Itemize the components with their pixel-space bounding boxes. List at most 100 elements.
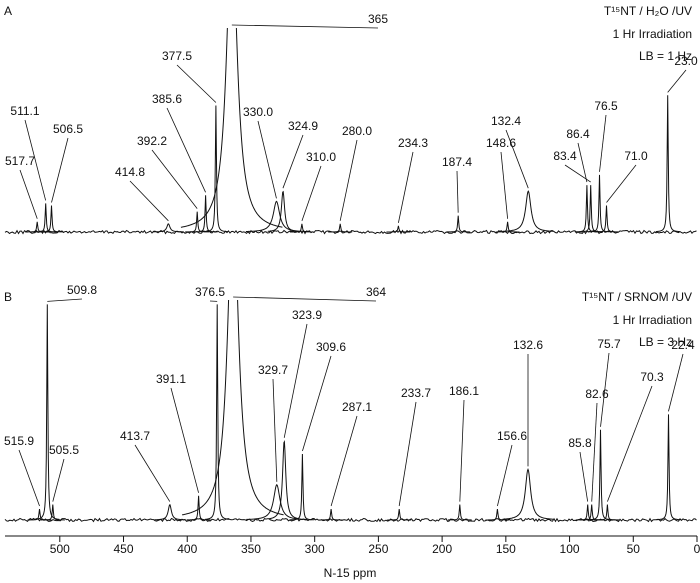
- spectrum-panel: [4, 300, 697, 523]
- peak-label: 414.8: [115, 165, 145, 179]
- leader-line: [257, 120, 277, 199]
- x-axis-label: N-15 ppm: [324, 566, 377, 580]
- leader-line: [134, 444, 171, 502]
- spectrum-panel: [4, 28, 697, 235]
- peak-label: 86.4: [566, 127, 590, 141]
- peak-label: 509.8: [67, 283, 97, 297]
- leader-line: [231, 24, 379, 29]
- leader-line: [24, 119, 47, 201]
- leader-line: [339, 139, 358, 221]
- peak-label: 506.5: [53, 122, 83, 136]
- peak: [495, 221, 520, 233]
- peak-label: 287.1: [342, 400, 372, 414]
- peak: [182, 300, 284, 516]
- peak: [386, 225, 411, 233]
- peak-label: 391.1: [156, 372, 186, 386]
- peak: [290, 453, 315, 521]
- peak-label: 365: [368, 12, 388, 26]
- peak: [387, 508, 412, 521]
- peak-label: 71.0: [624, 149, 648, 163]
- peak: [656, 414, 681, 521]
- x-tick-label: 500: [50, 542, 70, 556]
- peak-label: 517.7: [5, 154, 35, 168]
- peak: [245, 200, 307, 232]
- peak-label: 505.5: [49, 443, 79, 457]
- peak-label: 156.6: [497, 429, 527, 443]
- peak-label: 364: [366, 285, 386, 299]
- peak: [268, 439, 300, 520]
- leader-line: [398, 401, 417, 507]
- peak-label: 70.3: [640, 370, 664, 384]
- leader-line: [505, 129, 529, 189]
- leader-line: [19, 169, 38, 219]
- leader-line: [497, 444, 513, 507]
- leader-line: [129, 180, 169, 222]
- peak: [40, 504, 65, 521]
- x-tick-label: 100: [560, 542, 580, 556]
- leader-line: [459, 399, 465, 502]
- x-tick-label: 450: [114, 542, 134, 556]
- peak-label: 324.9: [288, 119, 318, 133]
- leader-line: [176, 64, 217, 103]
- peak: [205, 304, 230, 520]
- peak: [153, 223, 184, 233]
- peak-label: 330.0: [243, 105, 273, 119]
- leader-line: [283, 323, 308, 438]
- leader-line: [398, 151, 414, 223]
- panel-label: A: [4, 4, 12, 18]
- peak-label: 392.2: [137, 134, 167, 148]
- peak: [502, 468, 553, 520]
- leader-line: [600, 352, 610, 427]
- peak-label: 323.9: [292, 308, 322, 322]
- peak: [33, 203, 58, 233]
- peak: [267, 190, 299, 232]
- leader-line: [456, 170, 459, 213]
- leader-line: [233, 296, 377, 302]
- peak: [154, 504, 186, 521]
- peak: [246, 484, 308, 520]
- peak-label: 75.7: [597, 337, 621, 351]
- leader-line: [166, 107, 206, 193]
- peak-label: 385.6: [152, 92, 182, 106]
- peak: [203, 105, 228, 233]
- peak: [39, 205, 64, 233]
- peak-label: 377.5: [162, 49, 192, 63]
- peak-label: 132.4: [491, 114, 521, 128]
- x-tick-label: 0: [694, 542, 700, 556]
- annotation: T¹⁵NT / SRNOM /UV: [582, 290, 692, 304]
- peak: [579, 504, 604, 521]
- leader-line: [577, 142, 588, 183]
- peak-label: 310.0: [306, 150, 336, 164]
- leader-line: [170, 387, 199, 493]
- x-tick-label: 50: [627, 542, 641, 556]
- leader-line: [301, 165, 322, 221]
- peak-label: 76.5: [594, 99, 618, 113]
- leader-line: [282, 134, 304, 189]
- x-tick-label: 250: [368, 542, 388, 556]
- leader-line: [607, 385, 653, 502]
- peak-label: 82.6: [585, 387, 609, 401]
- panel-label: B: [4, 290, 12, 304]
- leader-line: [564, 164, 591, 183]
- annotation: LB = 1 Hz: [639, 49, 692, 63]
- peak-label: 329.7: [258, 363, 288, 377]
- peak: [447, 504, 472, 521]
- peak-label: 233.7: [401, 386, 431, 400]
- leader-line: [18, 449, 40, 507]
- peak: [180, 28, 283, 228]
- x-tick-label: 400: [177, 542, 197, 556]
- x-tick-label: 150: [496, 542, 516, 556]
- leader-line: [599, 114, 607, 172]
- peak-label: 22.4: [671, 338, 695, 352]
- peak: [595, 504, 620, 521]
- peak: [502, 190, 554, 232]
- peak-label: 186.1: [449, 384, 479, 398]
- peak: [186, 495, 211, 521]
- peak-label: 23.0: [674, 54, 698, 68]
- peak-label: 234.3: [398, 136, 428, 150]
- leader-line: [667, 69, 687, 93]
- leader-line: [51, 137, 69, 203]
- peak: [655, 95, 680, 233]
- x-tick-label: 350: [241, 542, 261, 556]
